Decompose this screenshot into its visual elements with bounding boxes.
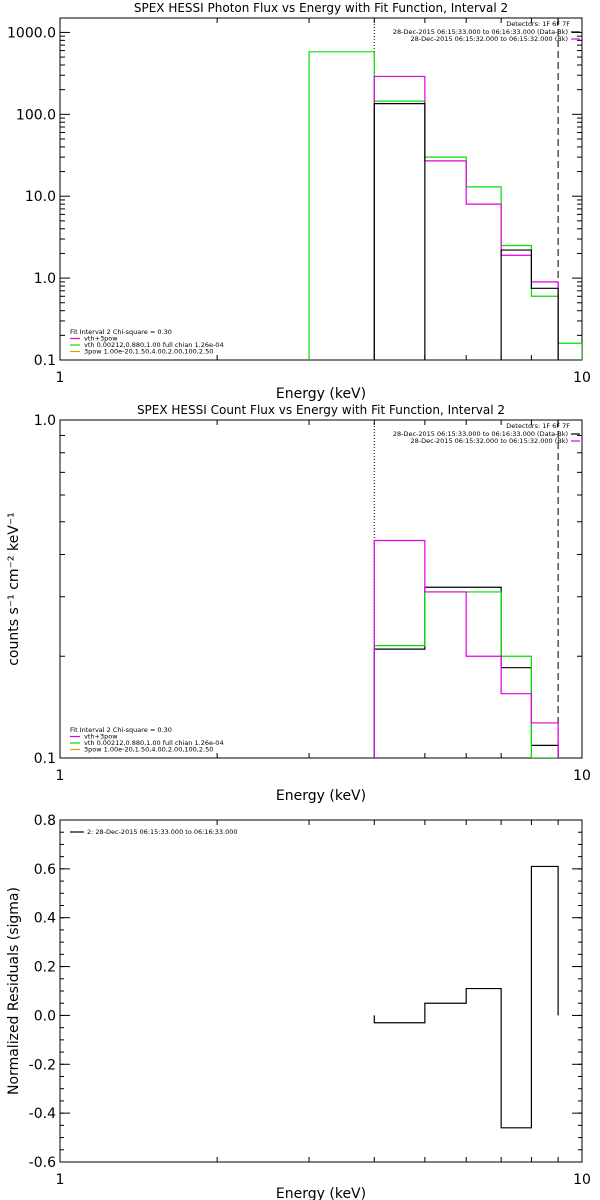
time-legend-entry: 28-Dec-2015 06:15:33.000 to 06:16:33.000… (393, 430, 568, 438)
chart-panel-2: SPEX HESSI Count Flux vs Energy with Fit… (6, 403, 591, 804)
y-tick-label: -0.6 (29, 1155, 56, 1171)
time-legend-entry: 28-Dec-2015 06:15:33.000 to 06:16:33.000… (393, 28, 568, 36)
y-tick-label: 0.8 (34, 813, 56, 829)
x-tick-label: 1 (56, 370, 65, 386)
y-tick-label: 10.0 (25, 189, 56, 205)
chart-panel-1: SPEX HESSI Photon Flux vs Energy with Fi… (7, 1, 591, 402)
x-tick-label: 10 (573, 768, 591, 784)
detectors-label: Detectors: 1F 6F 7F (506, 422, 570, 430)
y-tick-label: 0.6 (34, 862, 56, 878)
y-tick-label: 0.4 (34, 911, 56, 927)
series-green-histogram (308, 51, 582, 360)
y-tick-label: 0.0 (34, 1008, 56, 1024)
residual-legend-entry: 2: 28-Dec-2015 06:15:33.000 to 06:16:33.… (87, 828, 238, 836)
y-tick-label: 0.2 (34, 960, 56, 976)
x-axis-label: Energy (keV) (276, 1186, 366, 1200)
fit-legend-entry: Fit Interval 2 Chi-square = 0.30 (70, 726, 172, 734)
series-black-histogram (373, 103, 559, 360)
y-axis-label: counts s⁻¹ cm⁻² keV⁻¹ (6, 512, 22, 666)
series-magenta-histogram (373, 539, 559, 758)
plot-frame (59, 419, 583, 759)
y-tick-label: 0.1 (34, 751, 56, 767)
time-legend-entry: 28-Dec-2015 06:15:32.000 to 06:15:32.000… (411, 437, 569, 445)
x-tick-label: 10 (573, 1172, 591, 1188)
y-axis-label: Normalized Residuals (sigma) (6, 887, 22, 1095)
y-tick-label: 1.0 (34, 413, 56, 429)
x-axis-label: Energy (keV) (276, 788, 366, 804)
x-tick-label: 1 (56, 768, 65, 784)
fit-legend-entry: Fit Interval 2 Chi-square = 0.30 (70, 328, 172, 336)
series-green-histogram (373, 591, 559, 758)
y-tick-label: -0.4 (29, 1106, 56, 1122)
fit-legend-entry: vth+3pow (84, 733, 118, 741)
fit-legend-entry: 3pow 1.00e-20,1.50,4.00,2.00,100,2.50 (84, 348, 213, 356)
x-tick-label: 10 (573, 370, 591, 386)
series-black-histogram (373, 865, 559, 1129)
chart-title: SPEX HESSI Count Flux vs Energy with Fit… (137, 403, 505, 417)
plot-frame (59, 17, 583, 361)
y-tick-label: 100.0 (16, 107, 56, 123)
y-tick-label: 1.0 (34, 271, 56, 287)
chart-title: SPEX HESSI Photon Flux vs Energy with Fi… (134, 1, 508, 15)
fit-legend-entry: 3pow 1.00e-20,1.50,4.00,2.00,100,2.50 (84, 746, 213, 754)
time-legend-entry: 28-Dec-2015 06:15:32.000 to 06:15:32.000… (411, 35, 569, 43)
series-black-histogram (373, 586, 559, 758)
detectors-label: Detectors: 1F 6F 7F (506, 20, 570, 28)
y-tick-label: 1000.0 (7, 25, 56, 41)
fit-legend-entry: vth 0.00212,0.880,1.00 full chian 1.26e-… (84, 739, 224, 747)
x-axis-label: Energy (keV) (276, 386, 366, 402)
plot-frame (59, 819, 583, 1163)
chart-panel-3: 1 10 -0.6 -0.4 -0.2 0.0 0.2 0.4 0.6 0.8 Energy (ke… (6, 813, 591, 1200)
series-magenta-histogram (373, 75, 559, 360)
x-tick-label: 1 (56, 1172, 65, 1188)
y-tick-label: -0.2 (29, 1057, 56, 1073)
fit-legend-entry: vth 0.00212,0.880,1.00 full chian 1.26e-… (84, 341, 224, 349)
fit-legend-entry: vth+3pow (84, 335, 118, 343)
y-tick-label: 0.1 (34, 353, 56, 369)
